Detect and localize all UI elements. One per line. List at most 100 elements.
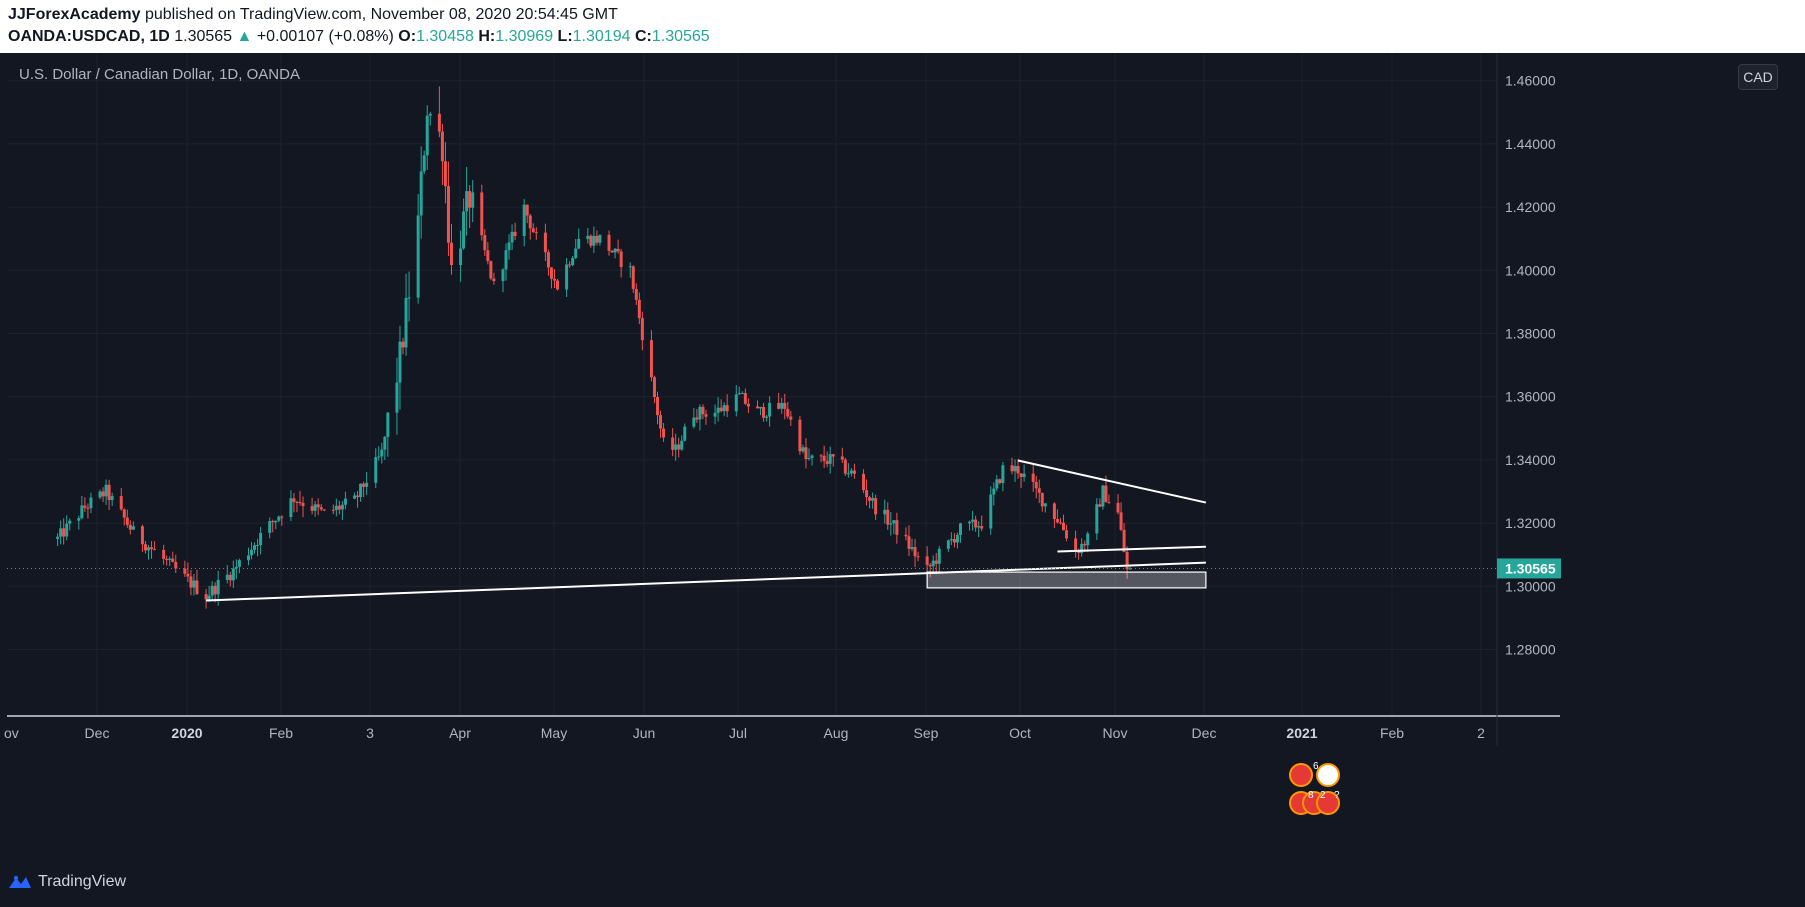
candle-body (671, 437, 675, 450)
candle-body (1125, 552, 1129, 570)
x-tick-label: Aug (824, 725, 849, 741)
close-value: 1.30565 (651, 28, 710, 45)
candle-body (374, 457, 378, 483)
x-tick-label: 2020 (171, 725, 202, 741)
candle-body (577, 238, 581, 249)
candle-body (831, 454, 835, 457)
y-tick-label: 1.40000 (1505, 262, 1556, 278)
candle-body (1095, 504, 1099, 534)
candle-body (980, 526, 984, 529)
candle-body (322, 509, 326, 511)
candle-body (131, 526, 135, 530)
candle-body (195, 580, 199, 595)
candle-body (825, 461, 829, 464)
candle-body (1107, 502, 1111, 504)
candle-body (904, 534, 908, 537)
candle-body (840, 456, 844, 460)
candle-body (489, 261, 493, 279)
candle-body (419, 171, 423, 216)
candle-body (955, 534, 959, 543)
candle-body (59, 528, 63, 537)
candle-body (822, 455, 826, 462)
candle-body (631, 266, 635, 289)
candle-body (437, 113, 441, 132)
candle-body (910, 547, 914, 549)
trendline (1017, 459, 1207, 504)
candle-body (280, 516, 284, 518)
y-tick-label: 1.38000 (1505, 326, 1556, 342)
candle-body (480, 192, 484, 236)
candle-body (1086, 533, 1090, 546)
candle-body (174, 562, 178, 569)
candle-body (977, 526, 981, 528)
x-tick-label: Nov (1103, 725, 1128, 741)
candle-body (150, 547, 154, 550)
candle-body (552, 278, 556, 281)
candle-body (674, 444, 678, 450)
candle-body (186, 573, 190, 577)
tradingview-brand[interactable]: TradingView (8, 873, 126, 891)
change-value: +0.00107 (+0.08%) (256, 28, 394, 45)
candle-body (1055, 519, 1059, 523)
candle-body (125, 517, 129, 525)
candle-body (386, 412, 390, 437)
candle-body (404, 297, 408, 348)
y-tick-label: 1.46000 (1505, 73, 1556, 89)
candle-body (319, 507, 323, 510)
candle-body (607, 234, 611, 251)
y-tick-label: 1.34000 (1505, 452, 1556, 468)
candle-body (1040, 492, 1044, 507)
candle-body (1034, 481, 1038, 489)
candlestick-chart[interactable]: 1.28000 1.30000 1.32000 1.34000 1.36000 1.380… (0, 53, 1805, 907)
candle-body (153, 549, 157, 551)
candle-body (1083, 543, 1087, 546)
candle-body (698, 406, 702, 420)
candle-body (765, 416, 769, 418)
candle-body (1043, 503, 1047, 507)
candle-body (122, 509, 126, 518)
x-tick-label: Jun (633, 725, 656, 741)
x-tick-label: Dec (85, 725, 110, 741)
candle-body (1031, 473, 1035, 482)
candle-body (140, 526, 144, 545)
candle-body (992, 488, 996, 495)
chart-area[interactable]: 1.28000 1.30000 1.32000 1.34000 1.36000 1.380… (0, 53, 1805, 907)
candle-body (277, 516, 281, 521)
candle-body (465, 191, 469, 212)
candle-body (504, 250, 508, 270)
candle-body (365, 482, 369, 487)
candle-body (798, 419, 802, 452)
open-value: 1.30458 (416, 28, 474, 45)
candle-body (443, 161, 447, 187)
candle-body (737, 393, 741, 395)
flag-ca-icon (1316, 791, 1340, 815)
price-tag-bg (1497, 558, 1561, 579)
candle-body (989, 494, 993, 529)
candle-body (804, 447, 808, 459)
x-tick-label: Jul (729, 725, 747, 741)
candle-body (886, 509, 890, 525)
candle-body (1074, 538, 1078, 552)
candle-body (486, 250, 490, 262)
high-label: H: (478, 28, 496, 45)
candle-body (874, 498, 878, 515)
candle-body (171, 558, 175, 563)
candle-body (719, 407, 723, 412)
candle-body (492, 278, 496, 282)
candle-body (1058, 522, 1062, 524)
candle-body (340, 504, 344, 510)
candle-body (777, 402, 781, 409)
flag-us-icon (1289, 763, 1313, 787)
currency-badge[interactable]: CAD (1738, 64, 1778, 90)
candle-body (271, 521, 275, 523)
x-tick-label: Feb (269, 725, 293, 741)
candle-body (871, 498, 875, 501)
candle-body (828, 454, 832, 464)
price-tag: 1.30565 (1505, 560, 1556, 576)
candle-body (1022, 473, 1026, 477)
low-label: L: (557, 28, 573, 45)
candle-body (649, 340, 653, 378)
candle-body (916, 556, 920, 558)
publisher-name[interactable]: JJForexAcademy (8, 6, 141, 23)
published-text: published on TradingView.com, November 0… (144, 6, 618, 23)
